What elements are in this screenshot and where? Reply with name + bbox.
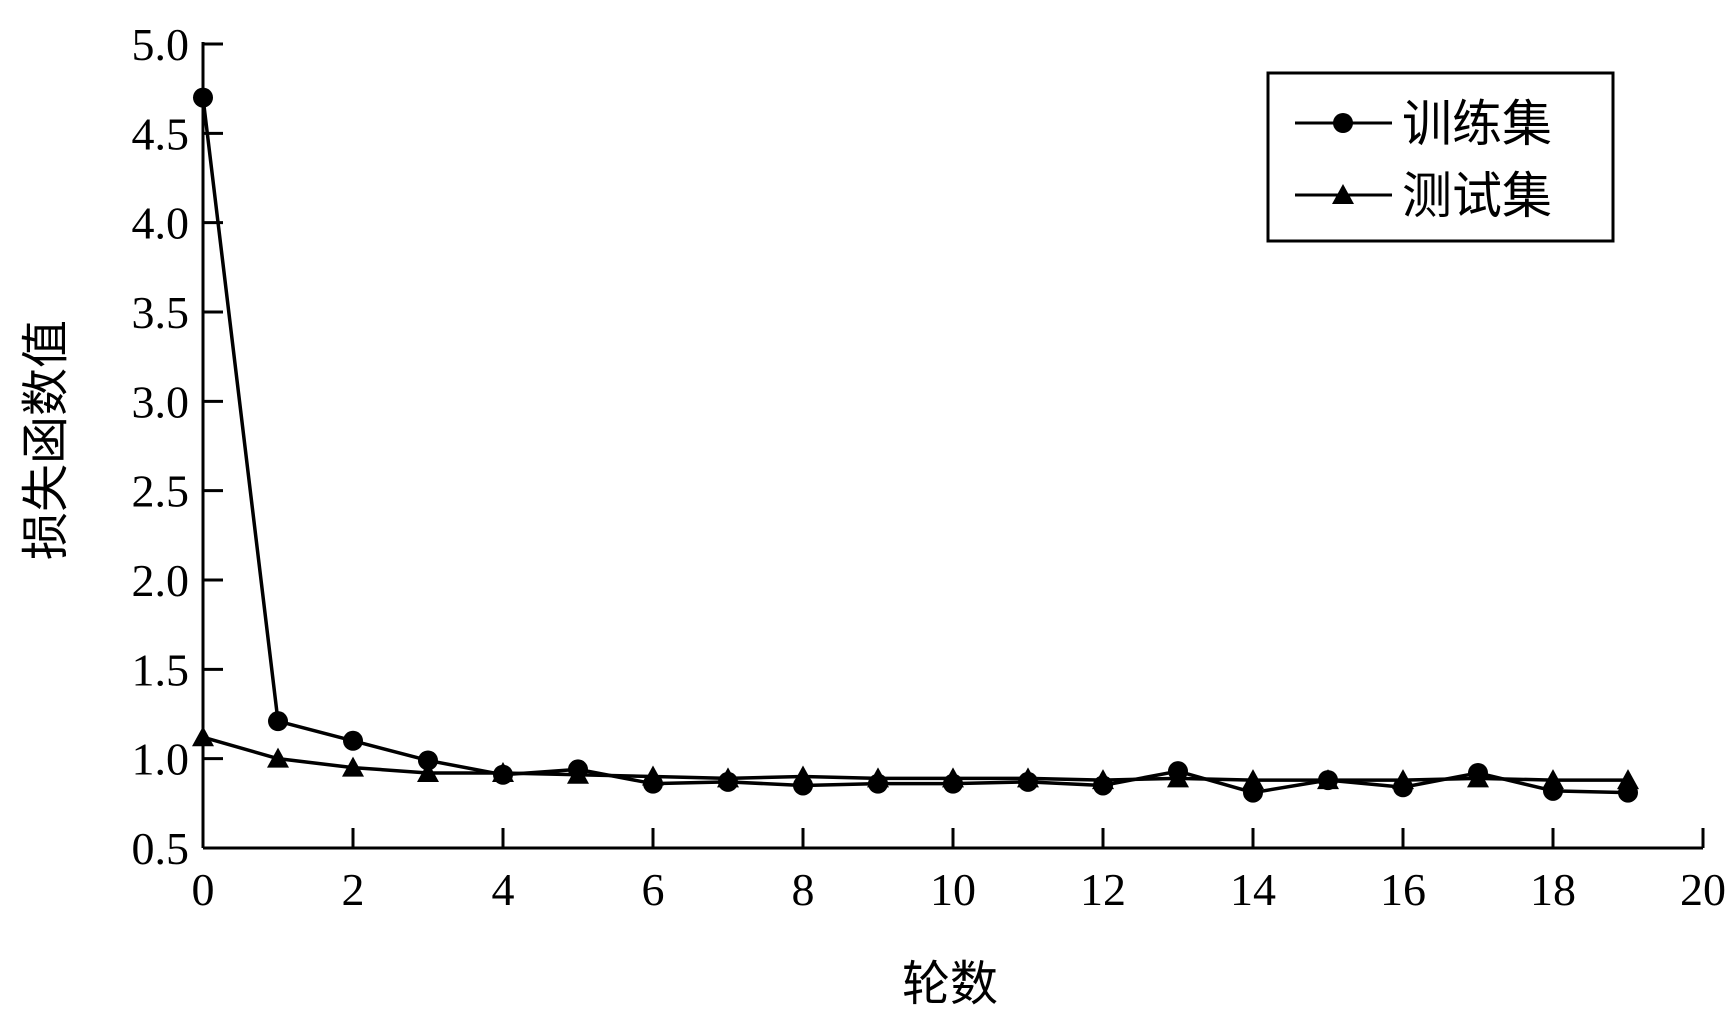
legend-label-test: 测试集 [1402, 167, 1552, 225]
legend: 训练集 测试集 [1266, 71, 1615, 243]
x-tick-label: 16 [1380, 864, 1426, 915]
data-point-circle [1168, 761, 1188, 782]
data-point-triangle [342, 756, 364, 777]
y-tick-label: 4.0 [132, 198, 190, 249]
y-tick-label: 3.0 [132, 376, 190, 427]
series-layer [192, 87, 1639, 803]
data-point-circle [493, 764, 513, 785]
data-point-circle [418, 750, 438, 771]
data-point-circle [1318, 770, 1338, 791]
y-tick-label: 1.5 [132, 644, 190, 695]
y-tick-label: 2.5 [132, 466, 190, 517]
data-point-triangle [192, 726, 214, 747]
x-axis-title: 轮数 [902, 956, 998, 1012]
data-point-circle [1393, 777, 1413, 798]
data-point-triangle [1242, 769, 1264, 790]
x-tick-label: 4 [492, 864, 515, 915]
data-point-circle [268, 711, 288, 732]
data-point-circle [793, 775, 813, 796]
y-axis-ticks: 0.5 1.0 1.5 2.0 2.5 3.0 3.5 4.0 4.5 5.0 [132, 19, 223, 874]
data-point-circle [568, 759, 588, 780]
data-point-circle [1468, 762, 1488, 783]
data-point-circle [1243, 782, 1263, 803]
series-line [201, 97, 1629, 795]
legend-label-train: 训练集 [1402, 95, 1552, 153]
x-tick-label: 20 [1680, 864, 1726, 915]
y-tick-label: 1.0 [132, 734, 190, 785]
data-point-circle [943, 773, 963, 794]
data-point-circle [193, 87, 213, 108]
data-point-circle [1018, 771, 1038, 792]
series-test [192, 726, 1639, 790]
x-tick-label: 0 [192, 864, 215, 915]
x-axis-ticks: 0 2 4 6 8 10 12 14 16 18 20 [192, 828, 1726, 915]
data-point-triangle [1617, 769, 1639, 790]
series-train [193, 87, 1638, 803]
x-tick-label: 10 [930, 864, 976, 915]
data-point-circle [1543, 780, 1563, 801]
data-point-circle [1618, 782, 1638, 803]
x-tick-label: 6 [642, 864, 665, 915]
legend-box [1266, 71, 1615, 243]
data-point-circle [643, 773, 663, 794]
x-tick-label: 2 [342, 864, 365, 915]
y-tick-label: 3.5 [132, 287, 190, 338]
data-point-circle [868, 773, 888, 794]
y-tick-label: 5.0 [132, 19, 190, 70]
data-point-triangle [417, 761, 439, 782]
y-tick-label: 4.5 [132, 108, 190, 159]
data-point-circle [343, 730, 363, 751]
series-line [202, 735, 1628, 782]
legend-marker-train [1333, 113, 1353, 133]
data-point-circle [718, 771, 738, 792]
y-tick-label: 2.0 [132, 555, 190, 606]
y-tick-label: 0.5 [132, 823, 190, 874]
x-tick-label: 8 [792, 864, 815, 915]
legend-marker-test [1332, 184, 1354, 204]
x-tick-label: 12 [1080, 864, 1126, 915]
x-tick-label: 18 [1530, 864, 1576, 915]
data-point-triangle [267, 747, 289, 768]
y-axis-title: 损失函数值 [18, 320, 74, 560]
x-tick-label: 14 [1230, 864, 1276, 915]
data-point-circle [1093, 775, 1113, 796]
